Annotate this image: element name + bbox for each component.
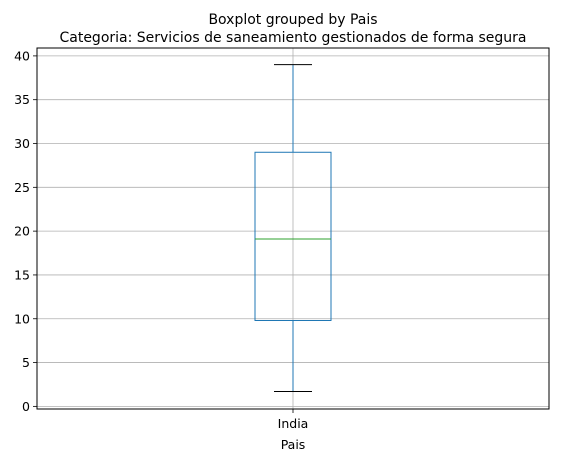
y-tick-label: 10: [14, 311, 30, 326]
x-tick-label: India: [278, 416, 309, 431]
x-axis-label: Pais: [281, 437, 306, 452]
box-group: [254, 64, 332, 392]
y-tick-label: 35: [14, 92, 30, 107]
x-axis-ticks: India: [278, 409, 309, 431]
chart-title: Categoria: Servicios de saneamiento gest…: [59, 30, 526, 46]
y-tick-label: 20: [14, 224, 30, 239]
chart-suptitle: Boxplot grouped by Pais: [208, 12, 377, 28]
y-axis-ticks: 0 5 10 15 20 25 30 35 40: [14, 48, 37, 414]
iqr-box: [254, 151, 332, 322]
y-tick-label: 5: [22, 355, 30, 370]
y-tick-label: 15: [14, 267, 30, 282]
y-tick-label: 30: [14, 136, 30, 151]
y-tick-label: 25: [14, 180, 30, 195]
y-tick-label: 0: [22, 399, 30, 414]
y-tick-label: 40: [14, 48, 30, 63]
